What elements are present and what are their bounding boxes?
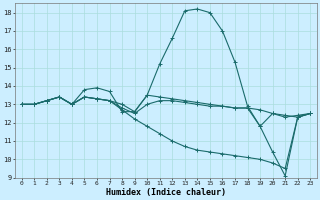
X-axis label: Humidex (Indice chaleur): Humidex (Indice chaleur) — [106, 188, 226, 197]
